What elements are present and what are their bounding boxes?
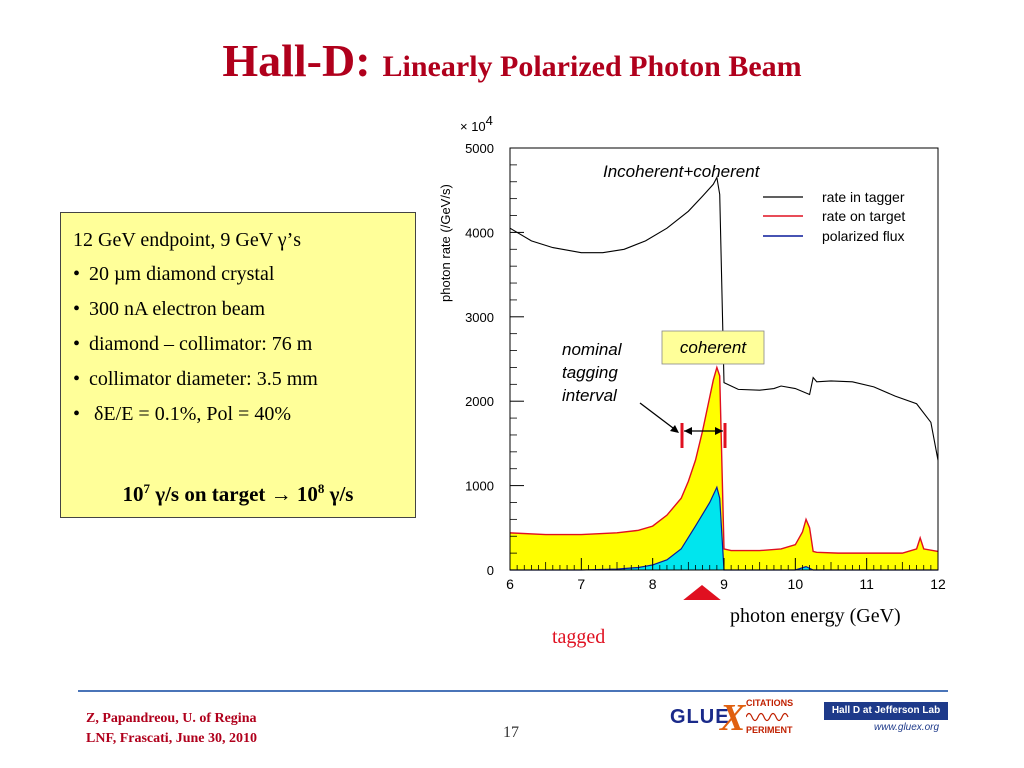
- coherent-box: coherent: [661, 330, 765, 365]
- interval-pointer-head: [670, 425, 679, 433]
- svg-text:coherent: coherent: [680, 338, 747, 357]
- interval-pointer: [639, 402, 678, 432]
- halld-logo-url: www.gluex.org: [874, 722, 940, 733]
- legend-target: rate on target: [822, 208, 905, 224]
- info-bullet-list: • 20 µm diamond crystal • 300 nA electron …: [73, 263, 405, 426]
- photon-rate-chart: 6 7 8 9 10 11 12 0 1000 2000 3000 4000 5000 × 104 ph…: [438, 113, 946, 600]
- footer-divider: [78, 690, 948, 692]
- halld-logo-banner: Hall D at Jefferson Lab: [824, 702, 948, 720]
- title-main: Hall-D:: [222, 35, 371, 86]
- y-tick-label: 3000: [465, 310, 494, 325]
- info-bullet: • diamond – collimator: 76 m: [73, 333, 313, 355]
- rate-summary: 107 γ/s on target → 108 γ/s: [122, 481, 354, 506]
- x-tick-label: 10: [788, 576, 804, 592]
- y-tick-label: 1000: [465, 479, 494, 494]
- x-tick-label: 8: [649, 576, 657, 592]
- title-sub: Linearly Polarized Photon Beam: [382, 50, 802, 83]
- series-line-rate-in-tagger: [509, 175, 939, 461]
- info-bullet: • collimator diameter: 3.5 mm: [73, 368, 318, 390]
- info-bullet: • 20 µm diamond crystal: [73, 263, 275, 285]
- y-axis-label: photon rate (/GeV/s): [438, 184, 453, 302]
- legend-polarized: polarized flux: [822, 228, 905, 244]
- wave-icon: [746, 712, 789, 722]
- plot-labels: 6 7 8 9 10 11 12 0 1000 2000 3000 4000 5000: [465, 141, 946, 592]
- y-multiplier: × 104: [460, 113, 493, 134]
- footer-venue: LNF, Frascati, June 30, 2010: [86, 731, 257, 746]
- plot-lines: [509, 175, 939, 571]
- svg-text:tagging: tagging: [562, 363, 618, 382]
- x-tick-label: 7: [577, 576, 585, 592]
- series-line-rate-on-target: [509, 365, 939, 554]
- tagged-arrow: [683, 585, 721, 600]
- x-tick-label: 11: [859, 576, 874, 592]
- chart-legend: rate in tagger rate on target polarized …: [763, 189, 905, 244]
- y-tick-label: 0: [487, 563, 494, 578]
- tagging-interval-annotation: nominal tagging interval: [562, 340, 623, 405]
- info-bullet: • δE/E = 0.1%, Pol = 40%: [73, 403, 291, 425]
- info-bullet: • 300 nA electron beam: [73, 298, 266, 320]
- svg-text:nominal: nominal: [562, 340, 623, 359]
- plot-ticks: [509, 147, 939, 571]
- footer-author: Z, Papandreou, U. of Regina: [86, 711, 257, 726]
- interval-arrow-left: [684, 427, 692, 435]
- y-tick-label: 2000: [465, 394, 494, 409]
- slide-title: Hall-D: Linearly Polarized Photon Beam: [0, 34, 1024, 87]
- annotation-incoherent-coherent: Incoherent+coherent: [603, 162, 761, 181]
- page-number: 17: [503, 724, 519, 741]
- info-heading: 12 GeV endpoint, 9 GeV γ’s: [73, 229, 302, 251]
- info-box: 12 GeV endpoint, 9 GeV γ’s • 20 µm diamon…: [60, 212, 416, 518]
- svg-text:interval: interval: [562, 386, 618, 405]
- gluex-logo: GLUE X CITATIONS PERIMENT: [670, 697, 794, 739]
- x-tick-label: 6: [506, 576, 514, 592]
- x-axis-label: photon energy (GeV): [730, 605, 901, 627]
- y-tick-label: 4000: [465, 225, 494, 240]
- y-tick-label: 5000: [465, 141, 494, 156]
- interval-arrow-right: [715, 427, 723, 435]
- series-line-polarized-flux: [510, 485, 938, 571]
- tagged-label: tagged: [552, 626, 606, 648]
- legend-tagger: rate in tagger: [822, 189, 905, 205]
- x-tick-label: 9: [720, 576, 728, 592]
- footer-credits: Z, Papandreou, U. of Regina LNF, Frascat…: [86, 709, 257, 749]
- area-rate-on-target: [510, 367, 938, 570]
- plot-areas: [510, 367, 938, 570]
- x-tick-label: 12: [930, 576, 946, 592]
